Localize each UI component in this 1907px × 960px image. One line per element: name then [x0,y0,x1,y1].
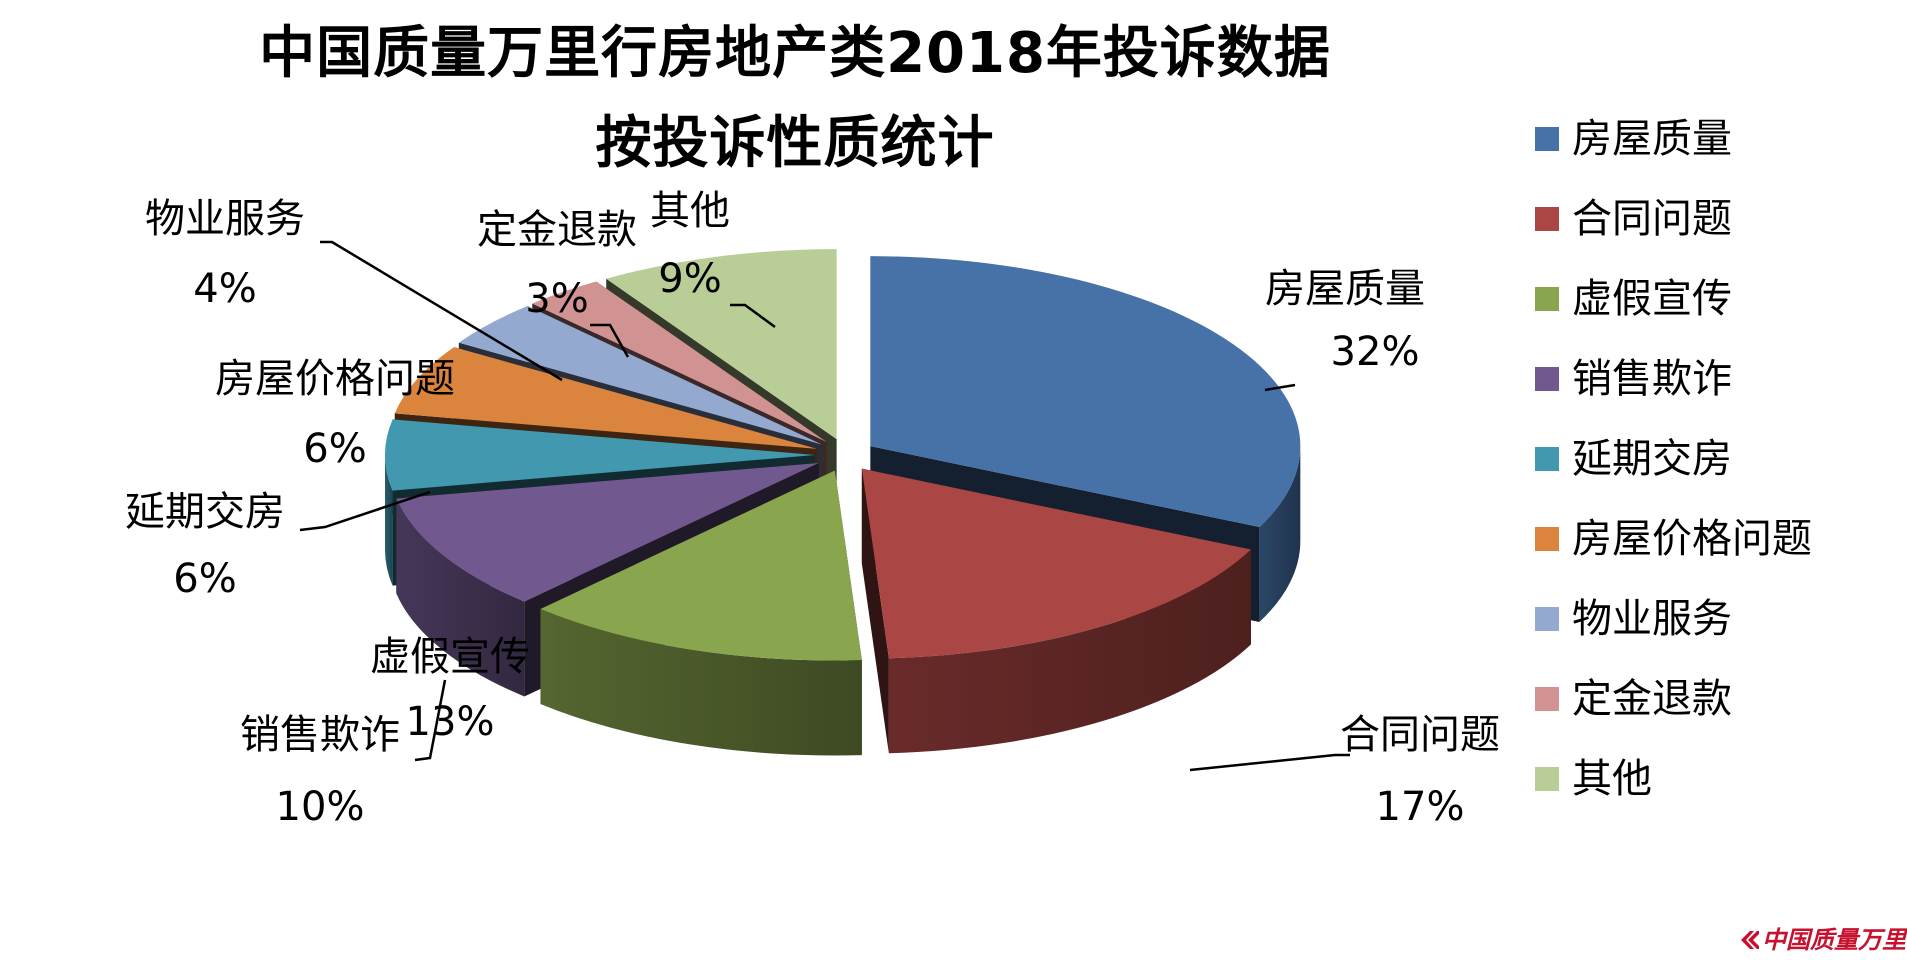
slice-top [540,470,862,661]
brand-text: 中国质量万里行 [1762,926,1907,954]
pie-slice [540,470,862,756]
data-label-value: 10% [276,784,365,830]
data-label-category: 销售欺诈 [240,712,400,758]
leader-lines [299,240,1350,772]
legend-swatch [1535,367,1559,391]
legend-swatch [1535,447,1559,471]
data-label-category: 房屋价格问题 [215,356,455,402]
leader-line [590,323,630,358]
data-label-value: 32% [1331,329,1420,375]
legend-swatch [1535,207,1559,231]
slice-rim [888,549,1251,754]
chart-title-line-2: 按投诉性质统计 [595,111,995,176]
legend-swatch [1535,687,1559,711]
leader-line [320,240,563,382]
leader-line [730,303,776,329]
data-label-value: 3% [525,276,588,322]
slice-top [458,305,822,445]
slice-rim [540,609,862,756]
slice-top [532,281,827,442]
slice-rim [385,455,393,586]
data-label-value: 13% [406,699,495,745]
slice-top [396,462,819,602]
data-label-value: 6% [173,556,236,602]
data-label-category: 物业服务 [145,196,305,242]
pie-slices [385,249,1301,756]
brand-logo: 中国质量万里行 [1738,920,1907,955]
legend-label: 虚假宣传 [1572,276,1732,322]
legend-label: 房屋质量 [1572,116,1732,162]
leader-line [1264,383,1296,392]
legend-label: 销售欺诈 [1572,356,1732,402]
data-label-value: 17% [1376,784,1465,830]
legend-swatch [1535,287,1559,311]
legend-label: 延期交房 [1572,436,1732,482]
data-label-category: 房屋质量 [1265,266,1425,312]
brand-chevron-icon [1741,931,1759,949]
data-label-value: 9% [658,256,721,302]
data-label-category: 其他 [650,188,730,234]
legend-label: 合同问题 [1572,196,1732,242]
slice-rim [396,498,525,697]
leader-line [1189,753,1350,772]
data-labels: 房屋质量 32% 合同问题 17% 虚假宣传 13%销售欺诈 10% 延期交房 6% 房屋价格问题… [125,188,1500,830]
leader-line [414,679,447,762]
data-label-category: 虚假宣传 [370,634,530,680]
legend-swatch [1535,607,1559,631]
slice-wall [861,468,889,754]
slice-top [394,347,818,449]
slice-top [606,249,837,440]
slice-top [861,468,1251,659]
legend-swatch [1535,127,1559,151]
legend-swatch [1535,527,1559,551]
data-label-value: 6% [303,426,366,472]
data-label-value: 4% [193,266,256,312]
slice-top [385,419,815,491]
data-label-category: 合同问题 [1340,712,1500,758]
pie-slice [861,468,1251,754]
legend-label: 其他 [1572,756,1652,802]
data-label-category: 延期交房 [125,489,285,535]
slice-rim [1259,446,1301,623]
slice-top [870,256,1301,528]
legend-label: 房屋价格问题 [1572,516,1812,562]
legend-label: 物业服务 [1572,596,1732,642]
legend-swatch [1535,767,1559,791]
chart-title-line-1: 中国质量万里行房地产类2018年投诉数据 [259,21,1331,86]
data-label-category: 定金退款 [477,207,637,253]
legend-label: 定金退款 [1572,676,1732,722]
leader-line [299,490,431,532]
